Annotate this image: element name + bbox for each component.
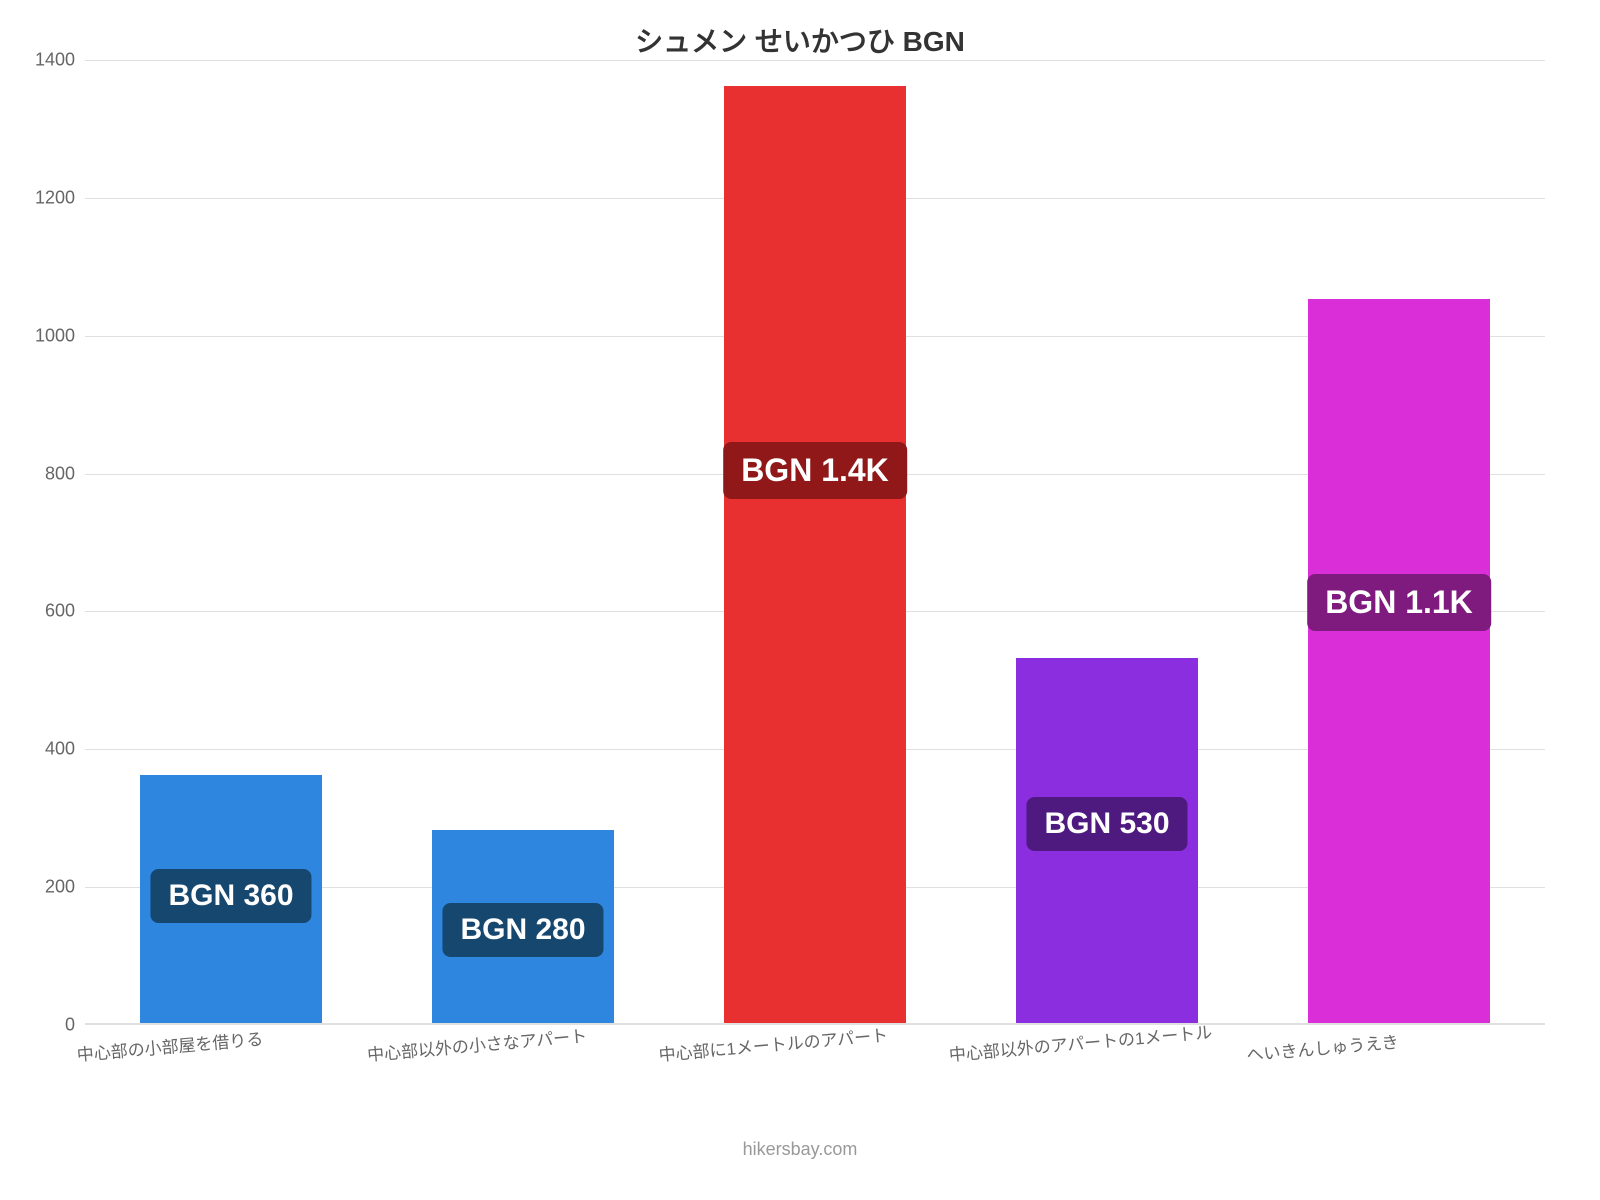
bar-value-label: BGN 530: [1026, 797, 1187, 851]
x-tick-label: へいきんしゅうえき: [1245, 1028, 1399, 1066]
bar: BGN 1.1K: [1308, 299, 1489, 1023]
y-tick-label: 1200: [35, 187, 85, 208]
plot-area: 0200400600800100012001400BGN 360中心部の小部屋を…: [85, 60, 1545, 1025]
bar: BGN 1.4K: [724, 86, 905, 1023]
bar: BGN 360: [140, 775, 321, 1023]
x-tick-label: 中心部の小部屋を借りる: [76, 1025, 264, 1066]
y-tick-label: 400: [45, 739, 85, 760]
bar-value-label: BGN 360: [150, 869, 311, 923]
gridline: [85, 60, 1545, 61]
y-tick-label: 600: [45, 601, 85, 622]
y-tick-label: 0: [65, 1015, 85, 1036]
bar-value-label: BGN 280: [442, 903, 603, 957]
bar-value-label: BGN 1.4K: [723, 442, 907, 499]
bar-value-label: BGN 1.1K: [1307, 574, 1491, 631]
y-tick-label: 1400: [35, 50, 85, 71]
bar: BGN 280: [432, 830, 613, 1023]
attribution-text: hikersbay.com: [0, 1139, 1600, 1160]
y-tick-label: 1000: [35, 325, 85, 346]
y-tick-label: 200: [45, 877, 85, 898]
bar: BGN 530: [1016, 658, 1197, 1023]
x-tick-label: 中心部以外のアパートの1メートル: [948, 1018, 1213, 1066]
y-tick-label: 800: [45, 463, 85, 484]
x-tick-label: 中心部以外の小さなアパート: [366, 1022, 588, 1066]
x-tick-label: 中心部に1メートルのアパート: [657, 1021, 888, 1066]
chart-title: シュメン せいかつひ BGN: [0, 20, 1600, 60]
